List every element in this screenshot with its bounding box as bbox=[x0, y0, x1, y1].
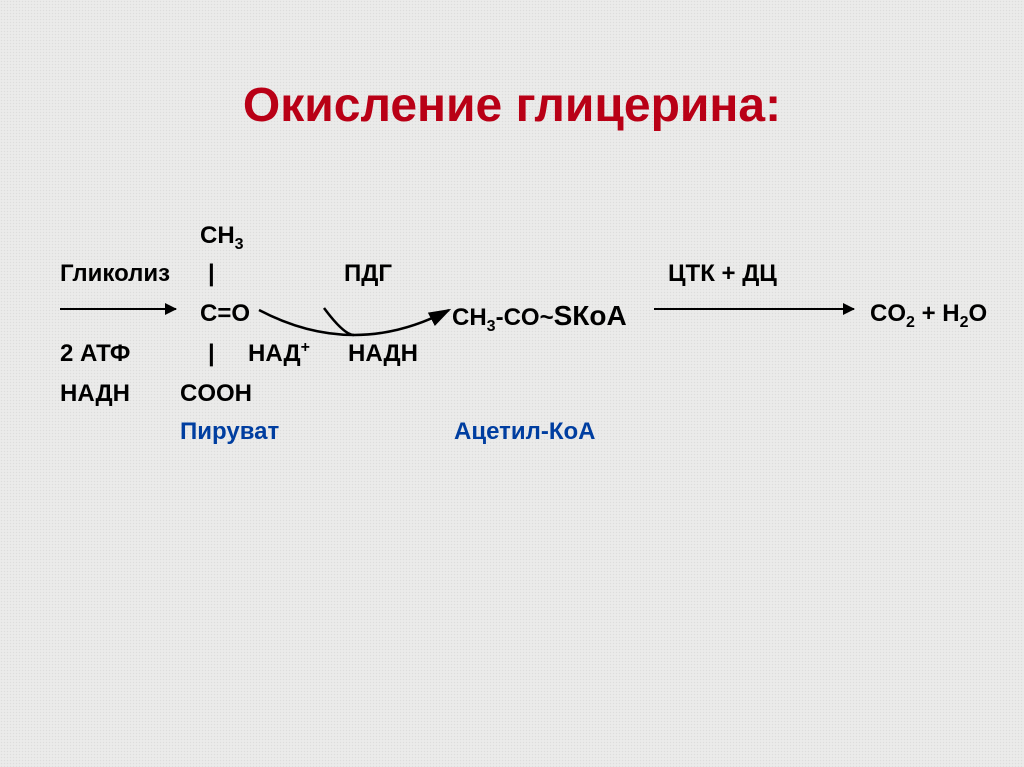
acetyl-mid: -CO~ bbox=[496, 304, 554, 331]
acetyl-ch-sub: 3 bbox=[487, 318, 496, 335]
acetyl-skoa: SКоА bbox=[554, 300, 627, 331]
label-acetyl-coa: Ацетил-КоА bbox=[454, 418, 596, 446]
chem-ch3: CH3 bbox=[200, 222, 244, 250]
chem-bar2: | bbox=[208, 340, 215, 368]
chem-co2-h2o: CO2 + H2O bbox=[870, 300, 987, 328]
arrow-ctk bbox=[654, 308, 854, 310]
label-nadh-left: НАДН bbox=[60, 380, 130, 408]
label-nadh-right: НАДН bbox=[348, 340, 418, 368]
label-pdg: ПДГ bbox=[344, 260, 392, 288]
label-glycolysis: Гликолиз bbox=[60, 260, 170, 288]
plus-h: + H bbox=[915, 300, 960, 327]
co2-co: CO bbox=[870, 300, 906, 327]
label-2atp: 2 АТФ bbox=[60, 340, 130, 368]
chem-ch3-sub: 3 bbox=[235, 236, 244, 253]
nad-base: НАД bbox=[248, 340, 301, 367]
page-title: Окисление глицерина: bbox=[0, 78, 1024, 133]
nad-plus-sign: + bbox=[301, 339, 310, 356]
chem-cooh: COOH bbox=[180, 380, 252, 408]
h2o-o: O bbox=[969, 300, 988, 327]
label-pyruvate: Пируват bbox=[180, 418, 279, 446]
arrow-glycolysis bbox=[60, 308, 176, 310]
co2-sub: 2 bbox=[906, 314, 915, 331]
chem-co: C=O bbox=[200, 300, 250, 328]
label-ctk-dc: ЦТК + ДЦ bbox=[668, 260, 777, 288]
chem-acetyl-scoa: CH3-CO~SКоА bbox=[452, 300, 627, 332]
chem-bar1: | bbox=[208, 260, 215, 288]
label-nad-plus: НАД+ bbox=[248, 340, 310, 368]
h2o-sub: 2 bbox=[960, 314, 969, 331]
acetyl-ch: CH bbox=[452, 304, 487, 331]
chem-ch3-text: CH bbox=[200, 222, 235, 249]
